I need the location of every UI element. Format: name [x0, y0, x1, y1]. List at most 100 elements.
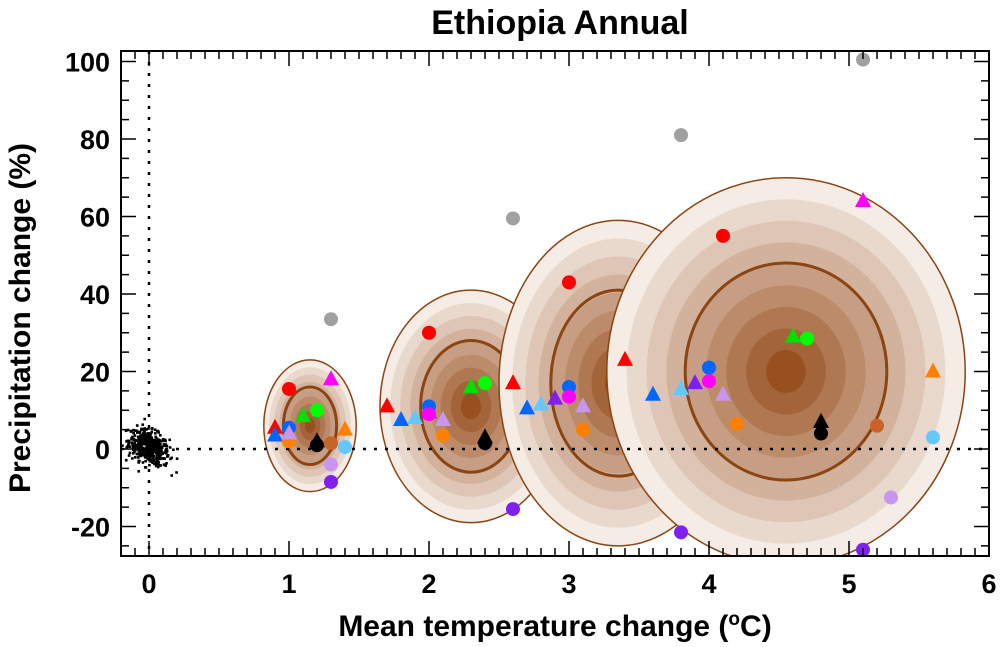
baseline-sample-point — [144, 442, 147, 446]
baseline-sample-point — [168, 446, 172, 449]
baseline-sample-point — [157, 462, 160, 466]
baseline-sample-point — [148, 455, 151, 459]
x-tick-labels: 0 1 2 3 4 5 6 — [141, 569, 996, 599]
baseline-sample-point — [141, 433, 145, 437]
baseline-sample-point — [155, 443, 158, 446]
baseline-sample-point — [154, 464, 158, 468]
baseline-sample-point — [146, 441, 150, 444]
data-point-circle — [870, 418, 884, 433]
baseline-sample-point — [128, 451, 132, 455]
baseline-sample-point — [153, 441, 157, 445]
baseline-sample-point — [133, 456, 137, 459]
data-point-triangle — [533, 395, 549, 411]
data-point-circle — [702, 374, 716, 389]
baseline-sample-point — [137, 441, 140, 444]
baseline-sample-point — [133, 441, 136, 445]
baseline-sample-point — [157, 463, 161, 467]
baseline-sample-point — [153, 448, 156, 452]
baseline-sample-point — [135, 439, 139, 443]
uncertainty-ellipse — [606, 177, 966, 556]
data-point-circle — [506, 502, 520, 517]
baseline-sample-point — [132, 428, 135, 432]
baseline-sample-point — [135, 429, 139, 433]
baseline-sample-point — [162, 439, 166, 442]
data-point-triangle — [547, 389, 563, 405]
data-point-triangle — [687, 374, 703, 390]
baseline-cluster — [121, 417, 179, 477]
baseline-sample-point — [140, 437, 143, 440]
baseline-sample-point — [125, 440, 128, 443]
baseline-sample-point — [132, 451, 135, 455]
data-point-circle — [562, 389, 576, 404]
baseline-sample-point — [162, 463, 166, 466]
chart-title: Ethiopia Annual — [431, 4, 689, 42]
baseline-sample-point — [170, 474, 174, 477]
reference-lines — [121, 51, 989, 556]
ellipse-contour-line — [683, 261, 889, 482]
baseline-sample-point — [151, 438, 155, 442]
baseline-sample-point — [132, 431, 135, 435]
baseline-sample-point — [172, 448, 175, 452]
baseline-sample-point — [127, 454, 131, 457]
baseline-sample-point — [136, 452, 140, 456]
data-point-circle — [730, 416, 744, 431]
baseline-sample-point — [137, 437, 140, 441]
baseline-sample-point — [141, 446, 145, 450]
y-tick-label: 0 — [95, 435, 110, 465]
baseline-sample-point — [131, 457, 134, 460]
baseline-sample-point — [141, 428, 144, 431]
baseline-sample-point — [145, 427, 149, 431]
baseline-sample-point — [157, 438, 161, 442]
baseline-sample-point — [168, 438, 171, 442]
baseline-sample-point — [126, 439, 130, 443]
baseline-sample-point — [139, 454, 142, 458]
baseline-sample-point — [143, 417, 146, 421]
data-point-triangle — [575, 397, 591, 413]
baseline-sample-point — [131, 442, 135, 446]
baseline-sample-point — [155, 460, 158, 464]
baseline-sample-point — [147, 451, 151, 454]
series-1C — [267, 312, 353, 489]
baseline-sample-point — [141, 439, 145, 443]
baseline-sample-point — [135, 431, 139, 434]
baseline-sample-point — [159, 448, 163, 452]
data-point-triangle — [673, 379, 689, 395]
baseline-sample-point — [137, 470, 141, 473]
baseline-sample-point — [159, 451, 162, 455]
baseline-sample-point — [141, 449, 145, 452]
baseline-sample-point — [156, 451, 160, 455]
data-point-triangle — [813, 412, 829, 428]
data-point-triangle — [519, 399, 535, 415]
baseline-sample-point — [121, 444, 124, 447]
data-point-circle — [506, 211, 520, 226]
baseline-sample-point — [152, 461, 155, 465]
baseline-sample-point — [146, 457, 150, 461]
baseline-sample-point — [124, 458, 128, 462]
baseline-sample-point — [149, 444, 153, 447]
data-point-circle — [282, 381, 296, 396]
baseline-sample-point — [143, 430, 146, 433]
data-point-triangle — [323, 370, 339, 386]
baseline-sample-point — [138, 452, 142, 455]
baseline-sample-point — [150, 430, 154, 434]
data-point-circle — [814, 426, 828, 441]
baseline-sample-point — [160, 446, 164, 450]
data-point-circle — [324, 457, 338, 472]
data-point-circle — [926, 430, 940, 445]
data-point-triangle — [267, 426, 283, 442]
baseline-sample-point — [154, 435, 157, 439]
baseline-sample-point — [155, 437, 159, 440]
baseline-sample-point — [145, 449, 148, 452]
baseline-sample-point — [152, 454, 156, 458]
baseline-sample-point — [149, 434, 152, 438]
data-point-circle — [338, 440, 352, 455]
baseline-sample-point — [149, 436, 153, 439]
baseline-sample-point — [146, 432, 150, 435]
baseline-sample-point — [133, 450, 136, 454]
baseline-sample-point — [141, 461, 145, 464]
series-3C — [505, 128, 688, 540]
baseline-sample-point — [162, 443, 166, 446]
baseline-sample-point — [138, 434, 142, 438]
baseline-sample-point — [143, 456, 147, 459]
